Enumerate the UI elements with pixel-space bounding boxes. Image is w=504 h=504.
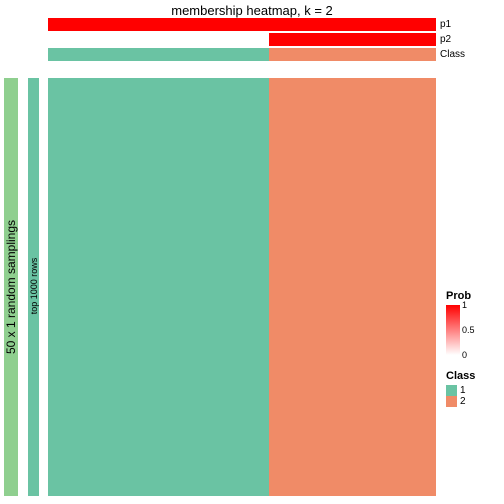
heatmap-figure: membership heatmap, k = 2 50 x 1 random … [0, 0, 504, 504]
legend-class-title: Class [446, 370, 475, 382]
annot-seg [269, 48, 436, 61]
class-label: 1 [460, 385, 466, 396]
chart-title: membership heatmap, k = 2 [0, 3, 504, 18]
legend-prob: Prob 10.50 [446, 290, 471, 355]
class-swatch [446, 396, 457, 407]
annot-seg [48, 18, 436, 31]
outer-y-label: 50 x 1 random samplings [4, 217, 18, 357]
class-swatch [446, 385, 457, 396]
annot-seg [269, 33, 436, 46]
prob-gradient [446, 305, 460, 355]
class-label: 2 [460, 396, 466, 407]
annot-row-label: p1 [440, 19, 451, 30]
annot-row-label: Class [440, 49, 465, 60]
annot-seg [48, 33, 269, 46]
legend-prob-title: Prob [446, 290, 471, 302]
prob-tick: 0.5 [462, 325, 475, 335]
annot-seg [48, 48, 269, 61]
prob-tick: 1 [462, 300, 467, 310]
heatmap-column [48, 78, 269, 496]
annot-row-label: p2 [440, 34, 451, 45]
prob-tick: 0 [462, 350, 467, 360]
inner-y-label: top 1000 rows [29, 226, 39, 346]
class-legend-item: 1 [446, 385, 475, 396]
legend-class: Class 12 [446, 370, 475, 407]
class-legend-item: 2 [446, 396, 475, 407]
heatmap-column [269, 78, 436, 496]
